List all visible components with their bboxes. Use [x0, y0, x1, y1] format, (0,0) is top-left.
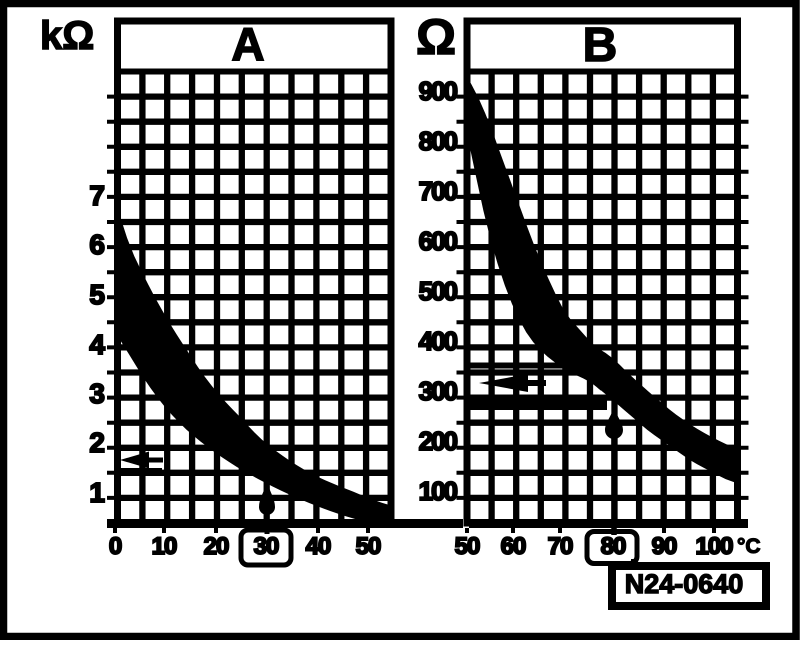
svg-text:40: 40	[306, 533, 331, 560]
svg-text:10: 10	[152, 533, 177, 560]
svg-text:7: 7	[89, 180, 105, 211]
svg-text:70: 70	[548, 533, 573, 560]
svg-text:100: 100	[695, 533, 733, 560]
svg-text:200: 200	[419, 426, 458, 456]
svg-text:900: 900	[419, 76, 458, 106]
svg-text:4: 4	[89, 329, 105, 360]
svg-text:500: 500	[419, 276, 458, 306]
svg-text:3: 3	[89, 378, 105, 409]
svg-text:90: 90	[652, 533, 677, 560]
svg-text:80: 80	[601, 533, 626, 560]
svg-text:°C: °C	[737, 535, 761, 558]
svg-text:100: 100	[419, 476, 458, 506]
svg-text:0: 0	[109, 533, 122, 560]
svg-text:600: 600	[419, 226, 458, 256]
svg-text:700: 700	[419, 176, 458, 206]
svg-text:50: 50	[356, 533, 381, 560]
svg-text:2: 2	[89, 427, 105, 458]
svg-text:300: 300	[419, 376, 458, 406]
svg-text:B: B	[583, 19, 618, 72]
svg-text:N24-0640: N24-0640	[625, 569, 744, 599]
svg-text:400: 400	[419, 326, 458, 356]
svg-text:800: 800	[419, 126, 458, 156]
svg-text:5: 5	[89, 279, 105, 310]
svg-text:50: 50	[455, 533, 480, 560]
svg-text:60: 60	[501, 533, 526, 560]
svg-text:kΩ: kΩ	[40, 14, 94, 58]
svg-text:20: 20	[204, 533, 229, 560]
svg-text:1: 1	[89, 477, 105, 508]
svg-text:6: 6	[89, 229, 105, 260]
svg-text:30: 30	[254, 533, 279, 560]
svg-text:Ω: Ω	[416, 9, 456, 65]
svg-text:A: A	[231, 18, 264, 70]
